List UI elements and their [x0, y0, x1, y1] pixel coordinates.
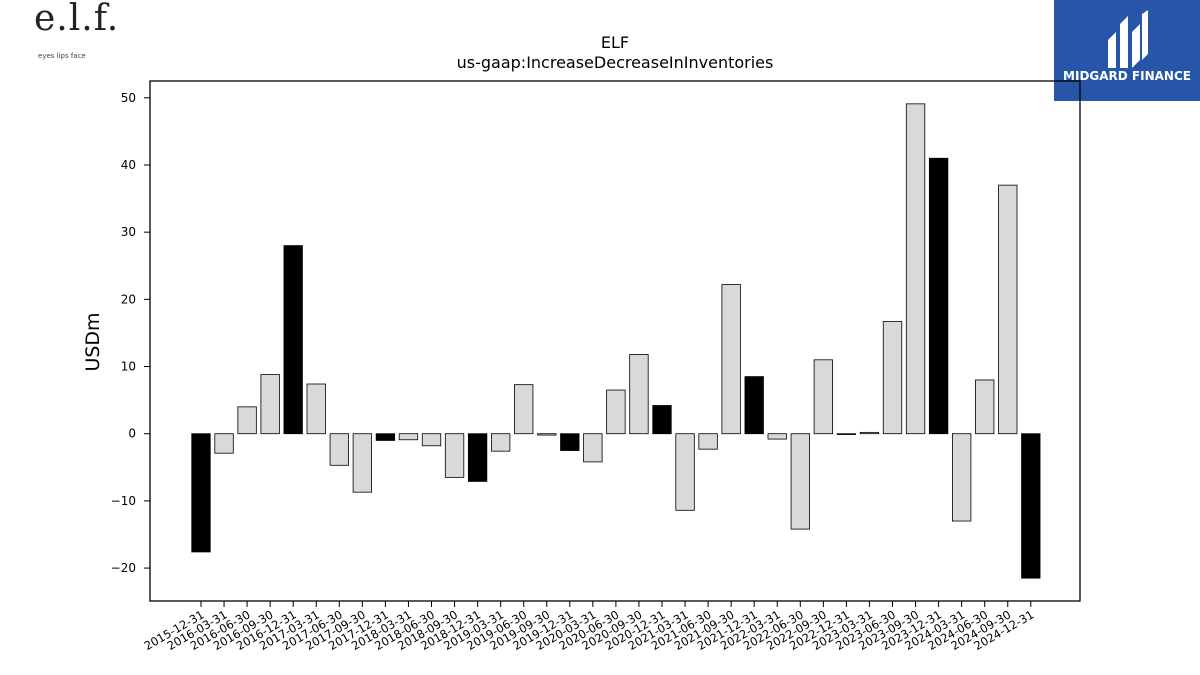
bar-2022-12-31 — [836, 433, 857, 435]
y-tick-label: 20 — [121, 292, 136, 306]
bar-2020-12-31 — [652, 405, 672, 435]
bar-2019-09-30 — [537, 433, 557, 436]
x-axis: 2015-12-312016-03-312016-06-302016-09-30… — [142, 601, 1036, 653]
y-axis-label: USDm — [82, 312, 104, 371]
bar-2019-06-30 — [514, 384, 534, 435]
bar-2022-09-30 — [813, 359, 833, 435]
bar-2017-12-31 — [375, 433, 396, 441]
bar-2017-03-31 — [306, 383, 326, 435]
y-tick-label: −20 — [111, 561, 136, 575]
bar-2018-06-30 — [421, 433, 442, 447]
bar-2024-03-31 — [952, 433, 972, 522]
bar-2022-03-31 — [767, 433, 787, 440]
bar-2021-06-30 — [698, 433, 718, 450]
bar-2024-06-30 — [975, 379, 995, 435]
bar-2023-12-31 — [928, 157, 949, 435]
bar-2018-12-31 — [467, 433, 488, 482]
bar-2016-06-30 — [237, 406, 257, 435]
bar-2023-03-31 — [859, 431, 880, 435]
y-tick-label: 0 — [128, 427, 136, 441]
bar-2021-03-31 — [675, 433, 695, 511]
bar-2016-03-31 — [214, 433, 234, 454]
bar-2018-09-30 — [444, 433, 465, 478]
midgard-mark-icon — [1108, 10, 1148, 68]
bar-2024-09-30 — [998, 184, 1018, 435]
bars-group — [191, 103, 1041, 579]
elf-logo-wordmark: e.l.f. — [34, 0, 120, 39]
bar-2021-12-31 — [744, 376, 764, 435]
y-axis: −20 −10 0 10 20 30 40 50 — [111, 91, 150, 575]
bar-2015-12-31 — [191, 433, 211, 553]
elf-logo-tagline: eyes lips face — [38, 52, 86, 60]
midgard-finance-logo: MIDGARD FINANCE — [1054, 0, 1200, 101]
plot-frame — [149, 80, 1081, 602]
y-tick-label: 10 — [121, 360, 136, 374]
bar-2020-09-30 — [629, 354, 649, 435]
bar-2024-12-31 — [1021, 433, 1041, 579]
bar-2016-09-30 — [260, 374, 280, 435]
chart-subtitle: us-gaap:IncreaseDecreaseInInventories — [457, 53, 774, 72]
chart-title: ELF — [601, 33, 629, 52]
y-tick-label: 50 — [121, 91, 136, 105]
bar-2017-09-30 — [352, 433, 373, 493]
bar-2017-06-30 — [329, 433, 349, 466]
bar-2023-06-30 — [882, 321, 903, 435]
bar-2020-03-31 — [583, 433, 603, 463]
bar-2021-09-30 — [721, 284, 741, 435]
bar-2022-06-30 — [790, 433, 810, 530]
bar-2016-12-31 — [283, 245, 303, 435]
bar-2018-03-31 — [398, 433, 419, 441]
bar-2020-06-30 — [606, 389, 626, 435]
midgard-logo-name: MIDGARD FINANCE — [1063, 69, 1191, 83]
y-tick-label: 40 — [121, 158, 136, 172]
bar-2019-03-31 — [490, 433, 511, 452]
bar-2019-12-31 — [560, 433, 580, 451]
y-tick-label: 30 — [121, 225, 136, 239]
y-tick-label: −10 — [111, 494, 136, 508]
bar-2023-09-30 — [905, 103, 926, 435]
elf-logo: e.l.f. eyes lips face — [30, 0, 118, 62]
